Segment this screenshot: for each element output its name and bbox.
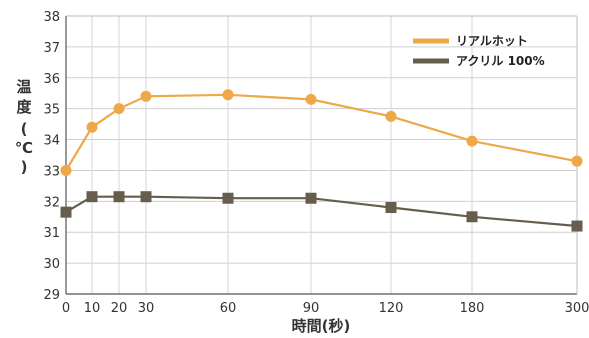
y-tick-label-2: 31 [43,226,60,241]
x-tick-label-7: 180 [460,301,485,316]
series-0-point-0 [60,164,72,176]
series-0-point-2 [113,103,125,115]
legend-label-1: アクリル 100% [456,54,545,68]
x-tick-label-2: 20 [111,301,128,316]
y-tick-label-8: 37 [43,41,60,56]
series-1-point-0 [60,206,72,218]
series-0 [60,89,583,176]
x-tick-label-0: 0 [62,301,70,316]
plot-area-background [66,16,577,294]
x-tick-label-1: 10 [84,301,101,316]
x-axis-label: 時間(秒) [292,317,351,335]
y-tick-label-9: 38 [43,10,60,25]
series-0-point-5 [305,93,317,105]
y-axis-label-char-3: ℃ [15,139,33,157]
y-tick-label-3: 32 [43,195,60,210]
series-0-point-7 [466,135,478,147]
y-axis-label-char-2: ( [21,120,28,138]
series-1-point-6 [385,202,397,214]
y-tick-label-1: 30 [43,257,60,272]
series-1-point-7 [466,211,478,223]
y-tick-labels: 29 30 31 32 33 34 35 36 37 38 [43,10,60,303]
series-1-point-4 [222,192,234,204]
axes [65,15,578,295]
series-1-point-2 [113,191,125,203]
y-tick-label-0: 29 [43,288,60,303]
y-tick-label-7: 36 [43,72,60,87]
x-tick-label-5: 90 [303,301,320,316]
y-tick-label-5: 34 [43,134,60,149]
y-tick-label-6: 35 [43,103,60,118]
x-tick-label-4: 60 [220,301,237,316]
legend-label-0: リアルホット [456,34,528,48]
series-1-point-1 [86,191,98,203]
series-1 [60,191,583,232]
y-axis-label-char-4: ) [21,158,28,176]
series-1-point-8 [571,220,583,232]
x-tick-label-6: 120 [379,301,404,316]
series-1-point-3 [140,191,152,203]
series-0-point-1 [86,121,98,133]
y-axis-label-char-1: 度 [16,98,32,116]
series-1-point-5 [305,192,317,204]
series-group [60,89,583,232]
y-tick-label-4: 33 [43,164,60,179]
x-tick-labels: 0 10 20 30 60 90 120 180 300 [62,301,589,316]
y-axis-label-char-0: 温 [16,78,31,96]
x-tick-label-8: 300 [565,301,589,316]
x-tick-label-3: 30 [138,301,155,316]
series-0-point-8 [571,155,583,167]
series-0-point-4 [222,89,234,101]
series-0-point-3 [140,90,152,102]
series-0-point-6 [385,110,397,122]
y-axis-label: 温度 (℃) [15,78,33,176]
